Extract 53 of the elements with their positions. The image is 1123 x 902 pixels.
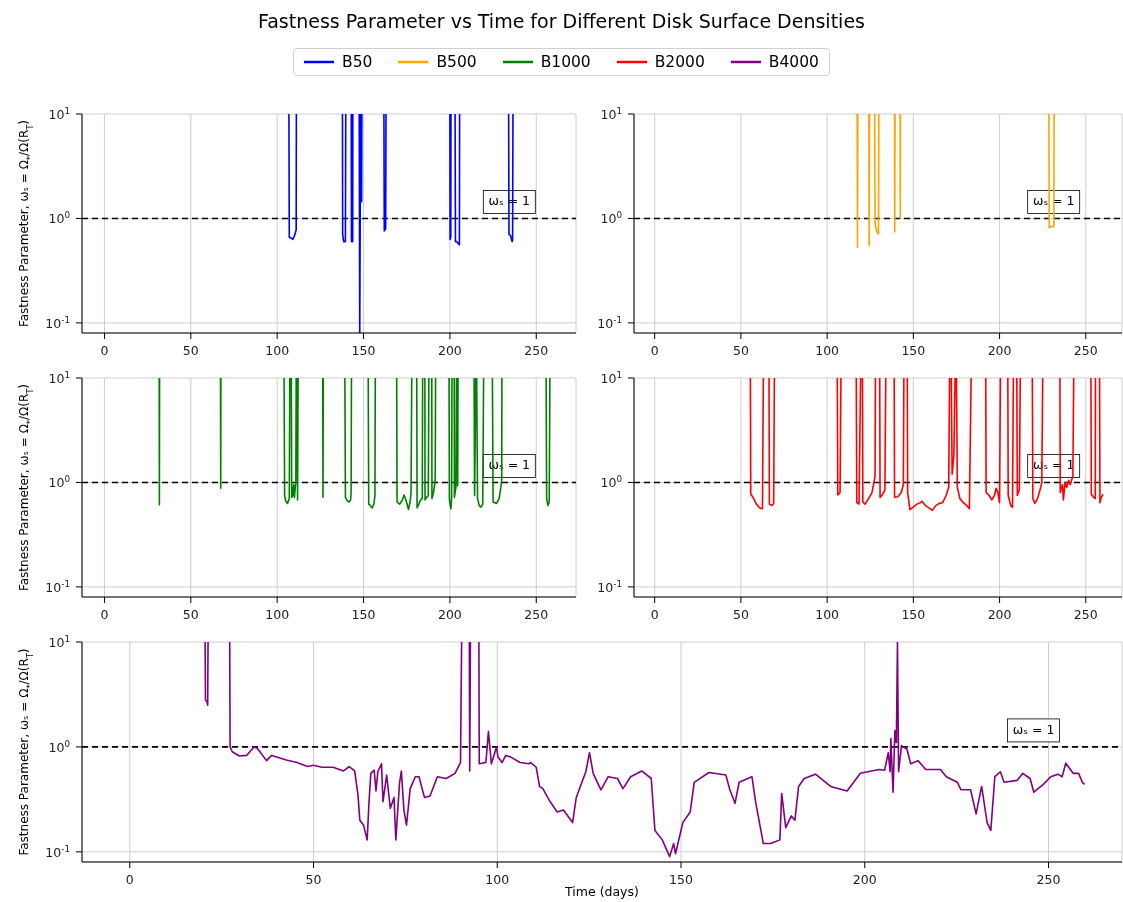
x-tick-label: 0 [650, 607, 659, 622]
legend-label: B500 [436, 53, 477, 71]
y-tick-label: 10$^{-1}$ [45, 578, 70, 595]
x-tick-label: 250 [1073, 607, 1098, 622]
x-tick-label: 250 [1073, 343, 1098, 358]
x-tick-label: 0 [100, 343, 109, 358]
x-tick-label: 200 [852, 872, 877, 887]
x-tick-label: 200 [437, 607, 462, 622]
y-tick-label: 10$^{1}$ [48, 370, 70, 386]
x-tick-label: 100 [815, 607, 840, 622]
x-tick-label: 250 [524, 343, 549, 358]
x-axis-title: Time (days) [564, 884, 639, 899]
x-tick-label: 50 [732, 343, 749, 358]
legend-label: B2000 [654, 53, 705, 71]
x-tick-label: 250 [524, 607, 549, 622]
x-tick-label: 150 [351, 343, 376, 358]
x-tick-label: 150 [901, 607, 926, 622]
x-tick-label: 100 [815, 343, 840, 358]
x-tick-label: 0 [125, 872, 134, 887]
y-tick-label: 10$^{-1}$ [45, 314, 70, 331]
x-tick-label: 100 [265, 607, 290, 622]
x-tick-label: 150 [351, 607, 376, 622]
x-tick-label: 50 [305, 872, 322, 887]
y-tick-label: 10$^{-1}$ [597, 578, 622, 595]
x-tick-label: 100 [265, 343, 290, 358]
y-tick-label: 10$^{0}$ [600, 210, 622, 227]
chart-title: Fastness Parameter vs Time for Different Disk Surface Densities [257, 10, 866, 32]
legend-label: B50 [342, 53, 373, 71]
y-tick-label: 10$^{1}$ [600, 106, 622, 122]
x-tick-label: 0 [100, 607, 109, 622]
x-tick-label: 200 [987, 607, 1012, 622]
x-tick-label: 50 [732, 607, 749, 622]
y-tick-label: 10$^{-1}$ [45, 843, 70, 860]
x-tick-label: 250 [1036, 872, 1061, 887]
y-tick-label: 10$^{1}$ [48, 634, 70, 650]
x-tick-label: 150 [901, 343, 926, 358]
x-tick-label: 150 [669, 872, 693, 887]
x-tick-label: 50 [182, 343, 199, 358]
y-tick-label: 10$^{0}$ [48, 738, 70, 755]
y-tick-label: 10$^{1}$ [48, 106, 70, 122]
x-tick-label: 200 [437, 343, 462, 358]
ref-line-label: ωₛ = 1 [1012, 721, 1055, 737]
y-tick-label: 10$^{1}$ [600, 370, 622, 386]
y-tick-label: 10$^{0}$ [600, 474, 622, 491]
x-tick-label: 50 [182, 607, 199, 622]
legend-label: B1000 [540, 53, 591, 71]
x-tick-label: 0 [650, 343, 659, 358]
x-tick-label: 200 [987, 343, 1012, 358]
x-tick-label: 100 [485, 872, 510, 887]
y-tick-label: 10$^{0}$ [48, 210, 70, 227]
y-tick-label: 10$^{0}$ [48, 474, 70, 491]
legend-label: B4000 [768, 53, 819, 71]
y-tick-label: 10$^{-1}$ [597, 314, 622, 331]
